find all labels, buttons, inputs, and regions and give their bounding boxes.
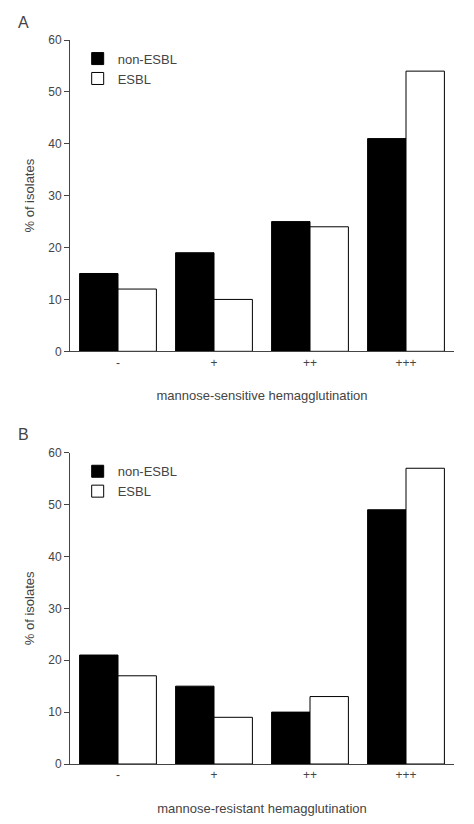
- svg-text:A: A: [18, 14, 29, 31]
- svg-text:-: -: [116, 768, 120, 782]
- svg-text:mannose-sensitive hemagglutina: mannose-sensitive hemagglutination: [156, 388, 367, 403]
- svg-text:% of isolates: % of isolates: [22, 158, 37, 232]
- svg-text:0: 0: [55, 757, 62, 771]
- svg-text:+++: +++: [395, 356, 416, 370]
- svg-text:20: 20: [48, 653, 62, 667]
- svg-text:+: +: [210, 356, 217, 370]
- svg-text:++: ++: [303, 768, 317, 782]
- svg-text:50: 50: [48, 498, 62, 512]
- svg-text:40: 40: [48, 137, 62, 151]
- svg-text:% of isolates: % of isolates: [22, 571, 37, 645]
- svg-text:20: 20: [48, 241, 62, 255]
- svg-text:non-ESBL: non-ESBL: [118, 464, 177, 479]
- svg-text:30: 30: [48, 602, 62, 616]
- svg-text:10: 10: [48, 705, 62, 719]
- svg-text:mannose-resistant hemagglutina: mannose-resistant hemagglutination: [157, 801, 367, 816]
- svg-text:ESBL: ESBL: [118, 484, 151, 499]
- svg-text:non-ESBL: non-ESBL: [118, 52, 177, 67]
- svg-text:++: ++: [303, 356, 317, 370]
- svg-text:10: 10: [48, 293, 62, 307]
- svg-text:40: 40: [48, 550, 62, 564]
- svg-text:60: 60: [48, 33, 62, 47]
- svg-text:-: -: [116, 356, 120, 370]
- svg-text:50: 50: [48, 85, 62, 99]
- svg-text:30: 30: [48, 189, 62, 203]
- svg-text:ESBL: ESBL: [118, 72, 151, 87]
- svg-text:+++: +++: [395, 768, 416, 782]
- svg-text:B: B: [18, 426, 29, 443]
- svg-text:+: +: [210, 768, 217, 782]
- svg-text:0: 0: [55, 345, 62, 359]
- svg-text:60: 60: [48, 446, 62, 460]
